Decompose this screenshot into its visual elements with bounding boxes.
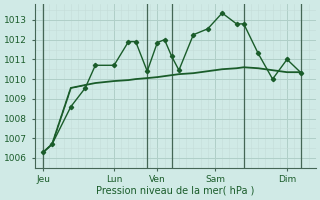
- X-axis label: Pression niveau de la mer( hPa ): Pression niveau de la mer( hPa ): [96, 186, 254, 196]
